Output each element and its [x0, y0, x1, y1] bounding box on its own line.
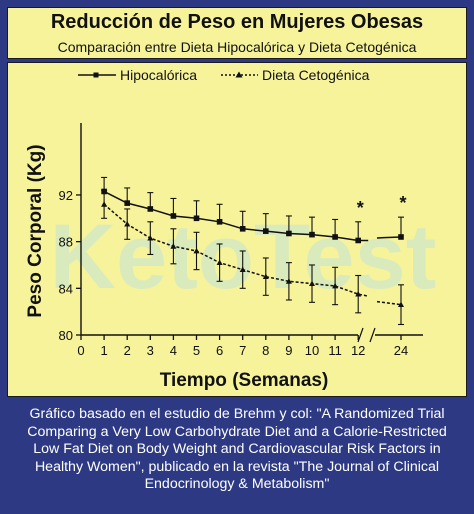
caption-line: Low Fat Diet on Body Weight and Cardiova…	[33, 441, 441, 458]
legend: Hipocalórica Dieta Cetogénica	[78, 67, 370, 83]
point-hipocalorica	[147, 206, 154, 212]
caption-line: Gráfico basado en el estudio de Brehm y …	[29, 406, 445, 422]
chart-subtitle: Comparación entre Dieta Hipocalórica y D…	[57, 39, 417, 55]
point-cetogenica	[124, 220, 131, 227]
y-tick-label: 92	[59, 188, 73, 203]
x-tick-label: 9	[285, 343, 292, 358]
x-tick-label: 11	[328, 343, 342, 358]
point-hipocalorica	[286, 230, 292, 237]
x-tick-label: 1	[100, 343, 107, 358]
point-cetogenica	[332, 282, 339, 289]
chart-svg: KetoTest Hipocalórica Dieta Cetogénica 8…	[25, 67, 436, 391]
x-tick-label: 24	[394, 343, 408, 358]
y-tick-label: 84	[59, 281, 73, 296]
plot-panel: KetoTest Hipocalórica Dieta Cetogénica 8…	[7, 62, 467, 397]
series-line-hipocalorica-week24	[376, 236, 402, 239]
legend-hipocalorica-marker	[93, 72, 99, 78]
point-hipocalorica	[216, 219, 223, 225]
point-hipocalorica	[332, 234, 338, 240]
point-hipocalorica	[309, 231, 315, 238]
x-axis-title: Tiempo (Semanas)	[160, 370, 329, 391]
point-cetogenica	[262, 273, 269, 280]
point-cetogenica	[101, 201, 108, 207]
point-hipocalorica	[355, 237, 361, 244]
point-cetogenica	[398, 301, 404, 308]
axis-break-mark-right	[369, 327, 376, 343]
point-cetogenica	[285, 278, 292, 284]
legend-cetogenica-marker	[235, 71, 243, 78]
x-tick-label: 5	[193, 343, 200, 358]
x-tick-label: 7	[239, 343, 246, 358]
point-hipocalorica	[124, 200, 130, 206]
x-tick-label: 3	[147, 343, 154, 358]
caption-line: Healthy Women", publicado en la revista …	[34, 458, 440, 475]
y-tick-label: 88	[59, 235, 73, 250]
caption-line: Endocrinology & Metabolism"	[144, 476, 330, 493]
point-hipocalorica	[263, 228, 269, 234]
point-hipocalorica	[398, 234, 404, 240]
caption-line: Comparing a Very Low Carbohydrate Diet a…	[27, 423, 447, 440]
point-hipocalorica	[193, 215, 200, 222]
point-cetogenica	[239, 266, 246, 273]
x-tick-label: 8	[262, 343, 269, 358]
x-ticks: 0 1 2 3 4 5 6 7 8 9 10 11 12 24	[77, 335, 408, 358]
point-cetogenica	[216, 259, 223, 266]
point-cetogenica	[147, 234, 154, 241]
point-hipocalorica	[239, 226, 246, 232]
legend-cetogenica-label: Dieta Cetogénica	[262, 67, 370, 83]
x-tick-label: 4	[170, 343, 177, 358]
x-tick-label: 10	[305, 343, 319, 358]
y-axis-title: Peso Corporal (Kg)	[25, 144, 46, 317]
chart-title: Reducción de Peso en Mujeres Obesas	[50, 11, 424, 33]
x-tick-label: 12	[351, 343, 365, 358]
series-line-cetogenica-week24	[376, 300, 402, 306]
point-cetogenica	[193, 247, 200, 254]
point-hipocalorica	[170, 213, 177, 219]
point-cetogenica	[355, 290, 362, 297]
title-panel: Reducción de Peso en Mujeres Obesas Comp…	[7, 7, 467, 59]
point-cetogenica	[309, 280, 315, 287]
legend-hipocalorica-label: Hipocalórica	[120, 67, 197, 83]
source-caption: Gráfico basado en el estudio de Brehm y …	[7, 402, 467, 508]
series-layer	[101, 176, 404, 326]
y-ticks: 80 84 88 92	[59, 188, 81, 343]
point-cetogenica	[170, 243, 177, 249]
x-tick-label: 2	[124, 343, 131, 358]
x-tick-label: 0	[77, 343, 84, 358]
x-tick-label: 6	[216, 343, 223, 358]
significance-asterisk: *	[357, 198, 364, 218]
significance-asterisk: *	[399, 193, 406, 213]
y-tick-label: 80	[59, 328, 73, 343]
significance-marks: * *	[357, 193, 407, 218]
